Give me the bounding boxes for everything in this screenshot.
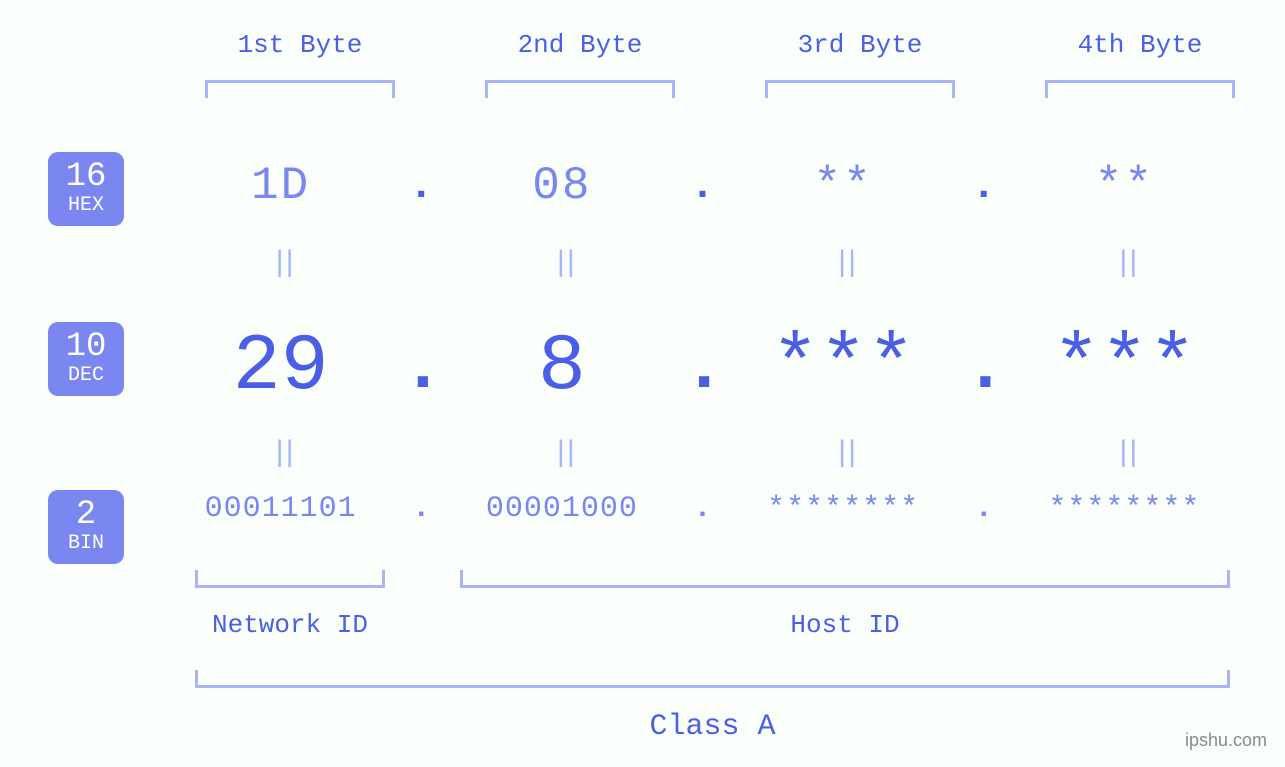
base-num-hex: 16 — [48, 160, 124, 194]
base-label-dec: DEC — [48, 366, 124, 386]
base-label-bin: BIN — [48, 534, 124, 554]
network-bracket — [195, 570, 385, 588]
top-bracket-1 — [205, 80, 395, 98]
hex-byte-3: ** — [723, 160, 964, 212]
dot-icon: . — [683, 327, 723, 409]
byte-header-1: 1st Byte — [180, 30, 420, 60]
host-bracket — [460, 570, 1230, 588]
top-bracket-4 — [1045, 80, 1235, 98]
dot-icon: . — [683, 492, 723, 526]
equals-icon: || — [1004, 247, 1245, 281]
top-bracket-2 — [485, 80, 675, 98]
top-bracket-3 — [765, 80, 955, 98]
bin-byte-1: 00011101 — [160, 492, 401, 526]
dec-byte-2: 8 — [441, 322, 682, 413]
base-badge-hex: 16 HEX — [48, 152, 124, 226]
dec-byte-4: *** — [1004, 322, 1245, 413]
bin-byte-3: ******** — [723, 492, 964, 526]
hex-byte-1: 1D — [160, 160, 401, 212]
base-label-hex: HEX — [48, 196, 124, 216]
bin-byte-4: ******** — [1004, 492, 1245, 526]
network-id-label: Network ID — [195, 610, 385, 640]
dot-icon: . — [401, 492, 441, 526]
hex-row: 1D . 08 . ** . ** — [160, 160, 1245, 212]
dot-icon: . — [964, 327, 1004, 409]
equals-icon: || — [1004, 437, 1245, 471]
equals-row-2: || || || || — [160, 437, 1245, 471]
base-badge-dec: 10 DEC — [48, 322, 124, 396]
class-bracket — [195, 670, 1230, 688]
base-num-dec: 10 — [48, 330, 124, 364]
class-label: Class A — [195, 710, 1230, 744]
dot-icon: . — [964, 492, 1004, 526]
dec-byte-1: 29 — [160, 322, 401, 413]
byte-header-4: 4th Byte — [1020, 30, 1260, 60]
dot-icon: . — [683, 162, 723, 210]
dot-icon: . — [964, 162, 1004, 210]
byte-header-2: 2nd Byte — [460, 30, 700, 60]
dot-icon: . — [401, 327, 441, 409]
bin-row: 00011101 . 00001000 . ******** . *******… — [160, 492, 1245, 526]
equals-row-1: || || || || — [160, 247, 1245, 281]
equals-icon: || — [441, 247, 682, 281]
watermark: ipshu.com — [1185, 730, 1267, 751]
equals-icon: || — [723, 437, 964, 471]
base-badge-bin: 2 BIN — [48, 490, 124, 564]
equals-icon: || — [441, 437, 682, 471]
dec-row: 29 . 8 . *** . *** — [160, 322, 1245, 413]
hex-byte-2: 08 — [441, 160, 682, 212]
equals-icon: || — [160, 437, 401, 471]
equals-icon: || — [723, 247, 964, 281]
base-num-bin: 2 — [48, 498, 124, 532]
byte-header-3: 3rd Byte — [740, 30, 980, 60]
dot-icon: . — [401, 162, 441, 210]
hex-byte-4: ** — [1004, 160, 1245, 212]
dec-byte-3: *** — [723, 322, 964, 413]
equals-icon: || — [160, 247, 401, 281]
host-id-label: Host ID — [460, 610, 1230, 640]
bin-byte-2: 00001000 — [441, 492, 682, 526]
